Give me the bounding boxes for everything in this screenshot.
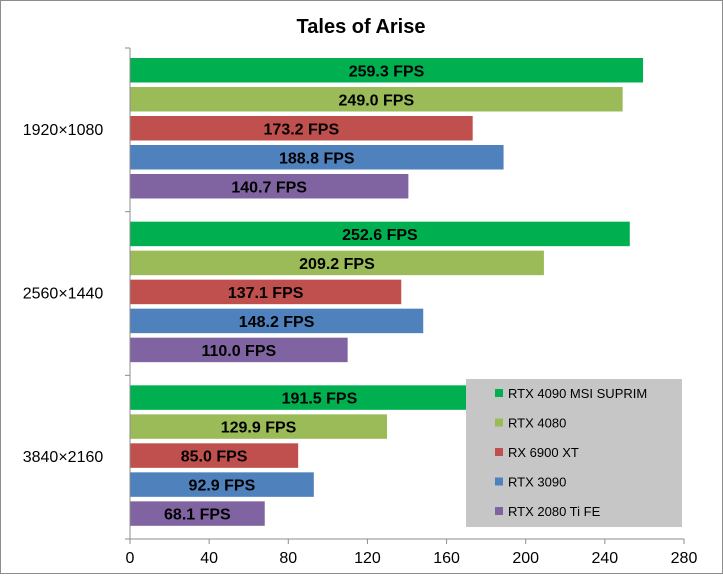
bar-1-3 — [130, 308, 424, 334]
bar-2-3 — [130, 472, 314, 497]
bar-1-4 — [130, 337, 348, 363]
bar-label-0-4: 140.7 FPS — [231, 179, 307, 196]
bar-0-0 — [130, 58, 644, 83]
bar-1-0 — [130, 221, 630, 247]
x-tick-label-2: 80 — [279, 550, 297, 567]
bar-label-2-0: 191.5 FPS — [282, 391, 358, 408]
bar-2-1 — [130, 414, 388, 439]
bar-2-4 — [130, 501, 265, 526]
bar-1-2 — [130, 279, 402, 305]
bar-label-0-3: 188.8 FPS — [279, 150, 355, 167]
bar-2-0 — [130, 385, 509, 410]
x-tick-label-5: 200 — [512, 550, 539, 567]
legend-swatch-0 — [495, 389, 503, 397]
x-tick-label-4: 160 — [433, 550, 460, 567]
bars-layer: 259.3 FPS 249.0 FPS 173.2 FPS 188.8 FPS 140.… — [130, 58, 644, 526]
category-label-0: 1920×1080 — [23, 122, 104, 139]
legend-swatch-4 — [495, 507, 503, 515]
legend-label-3: RTX 3090 — [508, 475, 566, 490]
x-tick-label-0: 0 — [126, 550, 135, 567]
bar-label-1-1: 209.2 FPS — [299, 256, 375, 273]
bar-label-0-0: 259.3 FPS — [349, 63, 425, 80]
x-tick-label-7: 280 — [671, 550, 698, 567]
legend-label-0: RTX 4090 MSI SUPRIM — [508, 386, 647, 401]
bar-0-4 — [130, 174, 409, 199]
bar-label-0-2: 173.2 FPS — [264, 121, 340, 138]
bar-label-2-3: 92.9 FPS — [189, 478, 256, 495]
bar-2-2 — [130, 443, 299, 468]
x-tick-label-1: 40 — [200, 550, 218, 567]
bar-0-2 — [130, 116, 473, 141]
bar-label-1-0: 252.6 FPS — [342, 227, 418, 244]
x-tick-label-3: 120 — [354, 550, 381, 567]
bar-label-1-2: 137.1 FPS — [228, 285, 304, 302]
bar-label-2-2: 85.0 FPS — [181, 449, 248, 466]
x-tick-label-6: 240 — [592, 550, 619, 567]
category-label-2: 3840×2160 — [23, 449, 104, 466]
legend-swatch-2 — [495, 448, 503, 456]
bar-label-1-3: 148.2 FPS — [239, 314, 315, 331]
chart-title: Tales of Arise — [297, 16, 426, 38]
bar-label-0-1: 249.0 FPS — [339, 92, 415, 109]
bar-1-1 — [130, 250, 544, 276]
bar-label-1-4: 110.0 FPS — [201, 343, 276, 360]
bar-0-3 — [130, 145, 504, 170]
legend-label-1: RTX 4080 — [508, 416, 566, 431]
legend-label-4: RTX 2080 Ti FE — [508, 504, 601, 519]
category-label-1: 2560×1440 — [23, 286, 104, 303]
legend-swatch-3 — [495, 477, 503, 486]
legend-label-2: RX 6900 XT — [508, 445, 579, 460]
bar-label-2-4: 68.1 FPS — [164, 507, 231, 524]
bar-label-2-1: 129.9 FPS — [221, 420, 297, 437]
axes: 1920×1080 2560×1440 3840×2160 0 40 80 120 160 20… — [23, 47, 698, 567]
legend: RTX 4090 MSI SUPRIM RTX 4080 RX 6900 XT RTX… — [466, 379, 682, 527]
bar-0-1 — [130, 87, 623, 112]
legend-swatch-1 — [495, 418, 503, 427]
